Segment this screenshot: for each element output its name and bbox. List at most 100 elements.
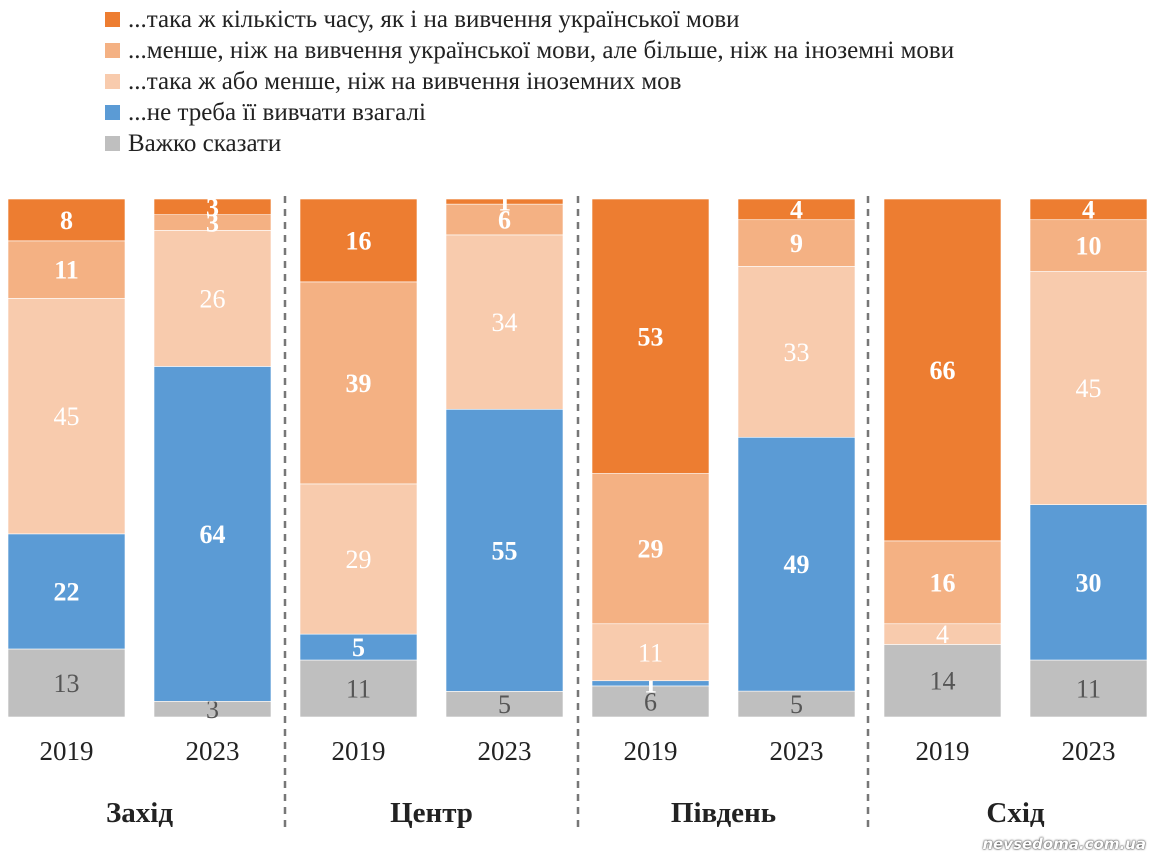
data-label: 34 — [492, 308, 518, 337]
data-label: 4 — [1082, 195, 1095, 224]
bar-segment — [7, 533, 126, 650]
data-label: 33 — [784, 338, 810, 367]
legend-label: ...така ж кількість часу, як і на вивчен… — [128, 5, 740, 33]
bar-segment — [445, 198, 564, 205]
bar-segment — [883, 644, 1002, 718]
x-tick-label: 2023 — [478, 736, 532, 766]
legend-label: Важко сказати — [128, 129, 282, 157]
data-label: 4 — [790, 195, 803, 224]
data-label: 10 — [1076, 232, 1102, 261]
data-label: 29 — [638, 535, 664, 564]
data-label: 49 — [784, 550, 810, 579]
bar-segment — [591, 198, 710, 474]
data-label: 45 — [54, 402, 80, 431]
data-label: 1 — [498, 188, 511, 217]
bar-segment — [591, 623, 710, 682]
data-label: 55 — [492, 536, 518, 565]
data-label: 30 — [1076, 568, 1102, 597]
data-label: 11 — [1076, 675, 1101, 704]
data-label: 3 — [206, 193, 219, 222]
legend-swatch — [105, 12, 120, 27]
x-tick-label: 2019 — [916, 736, 970, 766]
group-label: Південь — [671, 797, 776, 829]
data-label: 5 — [498, 690, 511, 719]
bar-segment — [591, 473, 710, 625]
bar-segment — [299, 659, 418, 718]
legend-swatch — [105, 105, 120, 120]
x-tick-label: 2023 — [1062, 736, 1116, 766]
legend-item: ...така ж кількість часу, як і на вивчен… — [105, 4, 954, 35]
bar-segment — [1029, 271, 1148, 505]
bar-segment — [299, 483, 418, 635]
data-label: 3 — [206, 695, 219, 724]
legend-label: ...не треба її вивчати взагалі — [128, 98, 426, 126]
legend-item: ...така ж або менше, ніж на вивчення іно… — [105, 66, 954, 97]
data-label: 45 — [1076, 374, 1102, 403]
x-tick-label: 2023 — [186, 736, 240, 766]
chart-legend: ...така ж кількість часу, як і на вивчен… — [105, 4, 954, 159]
data-label: 29 — [346, 545, 372, 574]
bar-segment — [7, 298, 126, 535]
legend-swatch — [105, 136, 120, 151]
data-label: 5 — [790, 690, 803, 719]
bar-segment — [7, 240, 126, 299]
bar-segment — [445, 691, 564, 718]
data-label: 3 — [206, 209, 219, 238]
data-label: 5 — [352, 633, 365, 662]
bar-segment — [153, 198, 272, 215]
bar-segment — [883, 198, 1002, 542]
group-label: Центр — [390, 797, 473, 829]
x-tick-label: 2019 — [624, 736, 678, 766]
bar-segment — [299, 281, 418, 485]
data-label: 6 — [498, 206, 511, 235]
bar-segment — [445, 234, 564, 410]
bar-segment — [299, 633, 418, 661]
bar-segment — [7, 198, 126, 242]
legend-item: Важко сказати — [105, 128, 954, 159]
data-label: 22 — [54, 577, 80, 606]
bar-segment — [591, 685, 710, 718]
bar-segment — [1029, 219, 1148, 272]
bar-segment — [7, 648, 126, 718]
bar-segment — [737, 690, 856, 718]
bar-segment — [737, 219, 856, 267]
bar-segment — [1029, 504, 1148, 661]
data-label: 11 — [346, 675, 371, 704]
data-label: 64 — [200, 520, 226, 549]
x-tick-label: 2019 — [332, 736, 386, 766]
bar-segment — [153, 366, 272, 702]
watermark: nevsedoma.com.ua — [982, 835, 1146, 853]
legend-item: ...не треба її вивчати взагалі — [105, 97, 954, 128]
legend-label: ...така ж або менше, ніж на вивчення іно… — [128, 67, 682, 95]
data-label: 9 — [790, 229, 803, 258]
group-label: Захід — [106, 797, 173, 829]
x-tick-label: 2019 — [40, 736, 94, 766]
data-label: 16 — [346, 226, 372, 255]
legend-swatch — [105, 43, 120, 58]
data-label: 14 — [930, 667, 956, 696]
legend-swatch — [105, 74, 120, 89]
bar-segment — [445, 408, 564, 692]
data-label: 11 — [638, 638, 663, 667]
data-label: 11 — [54, 256, 79, 285]
bar-segment — [737, 436, 856, 692]
data-label: 26 — [200, 284, 226, 313]
data-label: 39 — [346, 369, 372, 398]
bar-segment — [883, 540, 1002, 625]
data-label: 53 — [638, 322, 664, 351]
x-tick-label: 2023 — [770, 736, 824, 766]
group-label: Схід — [986, 797, 1045, 829]
data-label: 8 — [60, 206, 73, 235]
legend-label: ...менше, ніж на вивчення української мо… — [128, 36, 955, 64]
bar-segment — [153, 230, 272, 367]
bar-segment — [299, 198, 418, 283]
data-label: 66 — [930, 356, 956, 385]
legend-item: ...менше, ніж на вивчення української мо… — [105, 35, 954, 66]
data-label: 4 — [936, 620, 949, 649]
data-label: 13 — [54, 669, 80, 698]
bar-segment — [1029, 198, 1148, 221]
data-label: 16 — [930, 568, 956, 597]
bar-segment — [737, 198, 856, 221]
data-label: 6 — [644, 687, 657, 716]
